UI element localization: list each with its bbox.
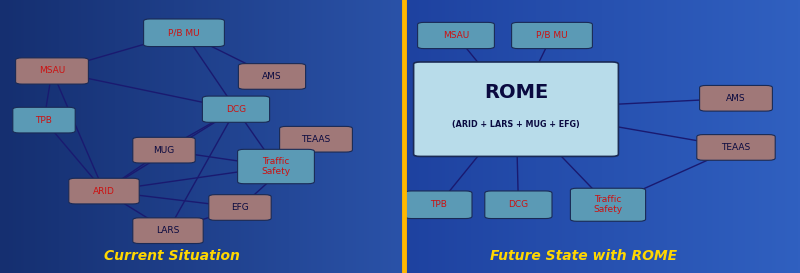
FancyBboxPatch shape <box>209 195 271 220</box>
FancyBboxPatch shape <box>570 188 646 221</box>
Text: DCG: DCG <box>226 105 246 114</box>
Text: MSAU: MSAU <box>39 67 65 75</box>
Text: TPB: TPB <box>430 200 447 209</box>
Text: Future State with ROME: Future State with ROME <box>490 250 678 263</box>
Text: ARID: ARID <box>93 187 115 195</box>
FancyBboxPatch shape <box>69 178 139 204</box>
FancyBboxPatch shape <box>414 62 618 156</box>
Text: AMS: AMS <box>262 72 282 81</box>
FancyBboxPatch shape <box>133 137 195 163</box>
Text: Current Situation: Current Situation <box>104 250 240 263</box>
FancyBboxPatch shape <box>238 64 306 89</box>
Text: (ARID + LARS + MUG + EFG): (ARID + LARS + MUG + EFG) <box>452 120 580 129</box>
FancyBboxPatch shape <box>512 22 592 49</box>
Text: Traffic
Safety: Traffic Safety <box>262 157 290 176</box>
Text: Traffic
Safety: Traffic Safety <box>594 195 622 214</box>
Text: MSAU: MSAU <box>443 31 469 40</box>
FancyBboxPatch shape <box>418 22 494 49</box>
FancyBboxPatch shape <box>238 149 314 184</box>
FancyBboxPatch shape <box>16 58 89 84</box>
FancyBboxPatch shape <box>405 191 472 218</box>
Text: TPB: TPB <box>35 116 53 124</box>
Text: EFG: EFG <box>231 203 249 212</box>
Text: TEAAS: TEAAS <box>302 135 330 144</box>
FancyBboxPatch shape <box>697 135 775 160</box>
Text: ROME: ROME <box>484 83 548 102</box>
FancyBboxPatch shape <box>13 107 75 133</box>
Text: P/B MU: P/B MU <box>168 28 200 37</box>
Text: LARS: LARS <box>156 226 180 235</box>
Text: P/B MU: P/B MU <box>536 31 568 40</box>
FancyBboxPatch shape <box>280 126 352 152</box>
FancyBboxPatch shape <box>133 218 203 244</box>
FancyBboxPatch shape <box>202 96 270 122</box>
Text: TEAAS: TEAAS <box>722 143 750 152</box>
FancyBboxPatch shape <box>699 85 773 111</box>
Text: DCG: DCG <box>508 200 529 209</box>
FancyBboxPatch shape <box>485 191 552 218</box>
Text: AMS: AMS <box>726 94 746 103</box>
Text: MUG: MUG <box>154 146 174 155</box>
FancyBboxPatch shape <box>144 19 224 46</box>
